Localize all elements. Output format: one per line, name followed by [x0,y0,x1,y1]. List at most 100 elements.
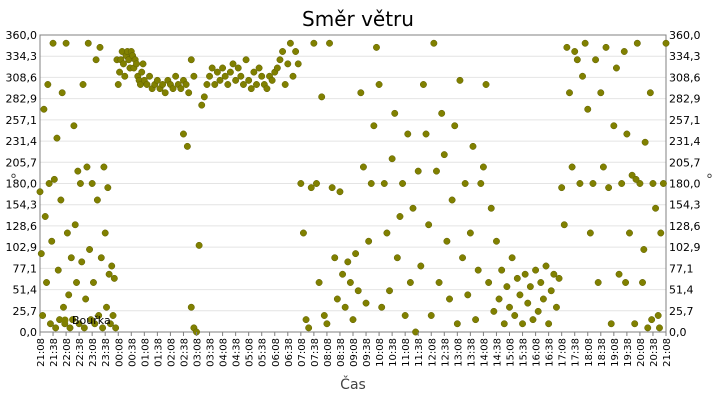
data-point [451,122,459,130]
y-tick-label: 205,7 [669,156,701,169]
y-tick-label: 154,3 [6,199,38,212]
y-tick-label: 0,0 [669,326,687,339]
y-tick-label: 77,1 [13,262,38,275]
data-point [208,64,216,72]
data-point [305,324,313,332]
data-point [221,72,229,80]
x-tick-label: 00:38 [127,338,138,367]
data-point [430,39,438,47]
data-point [654,312,662,319]
data-point [610,122,618,130]
x-tick-label: 02:38 [179,338,190,367]
data-point [399,180,407,187]
data-point [602,43,610,51]
data-point [386,287,393,295]
data-point [644,324,652,332]
data-point [48,237,56,245]
x-tick-label: 06:38 [284,338,295,367]
data-point [281,81,289,88]
data-point [93,196,101,204]
data-point [362,299,370,307]
data-point [649,180,657,187]
data-point [237,72,245,80]
data-point [344,258,352,266]
data-point [172,72,180,80]
x-tick-label: 18:08 [584,338,595,367]
data-point [592,56,600,64]
data-point [112,324,120,332]
data-point [310,39,318,47]
grid-lines [40,34,666,333]
data-point [234,64,242,72]
data-point [352,250,360,258]
data-point [640,246,648,253]
y-tick-label: 0,0 [20,326,38,339]
x-tick-label: 15:38 [519,338,530,367]
data-point [550,270,558,278]
legend: Bouřka [61,314,111,327]
data-point [286,39,294,47]
data-point [453,320,461,328]
data-point [456,76,464,84]
x-tick-label: 07:38 [310,338,321,367]
data-point [39,312,47,319]
data-point [422,130,430,138]
x-tick-label: 07:08 [297,338,308,367]
y-tick-label: 282,9 [6,93,38,106]
data-point [406,279,414,286]
data-point [46,320,54,328]
x-tick-label: 00:08 [114,338,125,367]
data-point [159,81,167,88]
chart-title: Směr větru [302,7,414,31]
data-point [96,43,104,51]
data-point [99,324,107,332]
data-point [370,122,378,130]
y-tick-label: 128,6 [6,220,38,233]
x-tick-label: 10:38 [388,338,399,367]
data-point [247,85,255,93]
data-point [511,312,519,319]
data-point [607,320,615,328]
data-point [299,229,307,237]
x-tick-label: 01:38 [153,338,164,367]
data-point [52,324,60,332]
data-point [211,81,219,88]
data-point [618,180,626,187]
data-point [383,229,391,237]
data-point [37,250,45,258]
data-point [581,39,589,47]
data-point [80,324,88,332]
data-point [183,142,191,150]
data-point [65,291,73,299]
data-point [631,320,639,328]
data-point [656,324,663,332]
x-tick-label: 22:08 [62,338,73,367]
data-point [622,279,630,286]
data-point [555,274,563,282]
data-point [273,64,281,72]
data-point [365,237,373,245]
data-point [187,56,195,64]
x-tick-label: 19:08 [610,338,621,367]
y-axis-title-right: ° [706,172,713,188]
data-point [49,39,57,47]
y-tick-label: 25,7 [669,305,694,318]
y-tick-label: 231,4 [6,135,38,148]
data-point [659,180,667,187]
data-point [404,130,412,138]
x-tick-label: 08:38 [336,338,347,367]
data-point [133,60,140,68]
y-tick-label: 180,0 [6,178,38,191]
x-tick-label: 21:38 [49,338,60,367]
data-point [657,229,665,237]
data-point [294,60,302,68]
x-tick-label: 23:08 [88,338,99,367]
data-point [566,89,573,97]
data-point [121,72,129,80]
y-tick-label: 77,1 [669,262,694,275]
data-point [558,184,566,192]
data-point [226,68,234,76]
data-point [245,76,253,84]
x-tick-label: 22:38 [75,338,86,367]
y-tick-label: 257,1 [669,114,701,127]
